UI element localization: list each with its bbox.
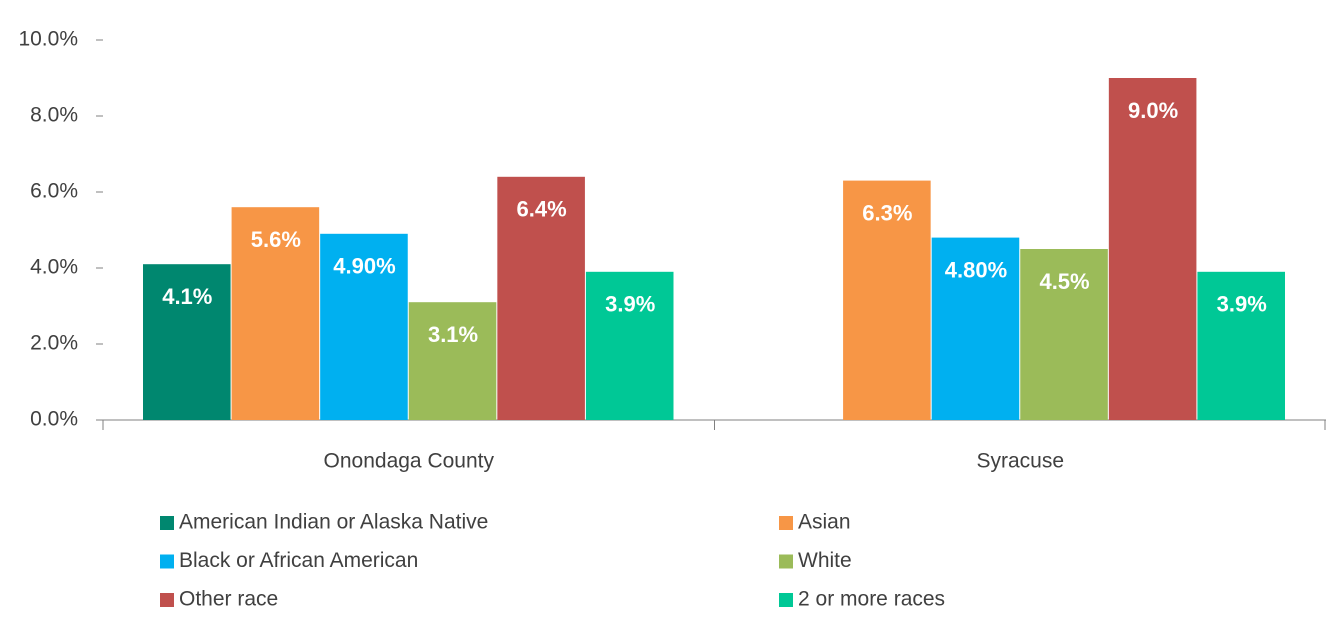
bar bbox=[931, 237, 1020, 420]
y-tick-label: 8.0% bbox=[30, 104, 78, 127]
legend-label: White bbox=[798, 549, 852, 572]
data-label: 4.80% bbox=[945, 257, 1007, 282]
x-tick-label: Onondaga County bbox=[324, 450, 495, 473]
bar bbox=[143, 264, 231, 420]
data-label: 5.6% bbox=[251, 227, 301, 252]
data-label: 6.4% bbox=[517, 197, 567, 222]
legend-label: Other race bbox=[179, 588, 278, 611]
y-tick-label: 4.0% bbox=[30, 256, 78, 279]
bar bbox=[320, 233, 408, 420]
y-tick-label: 10.0% bbox=[18, 28, 78, 51]
bar bbox=[585, 271, 674, 420]
legend-swatch bbox=[160, 554, 174, 569]
y-tick-label: 2.0% bbox=[30, 332, 78, 355]
legend-swatch bbox=[779, 554, 793, 569]
bar bbox=[843, 180, 931, 420]
data-label: 3.9% bbox=[605, 292, 655, 317]
y-tick-label: 0.0% bbox=[30, 408, 78, 431]
bar bbox=[1020, 249, 1108, 420]
bar bbox=[497, 176, 585, 420]
legend-label: 2 or more races bbox=[798, 588, 945, 611]
legend-swatch bbox=[779, 593, 793, 607]
bar bbox=[408, 302, 497, 420]
data-label: 3.1% bbox=[428, 322, 478, 347]
bar bbox=[1108, 78, 1197, 420]
legend-swatch bbox=[160, 516, 174, 530]
data-label: 4.1% bbox=[162, 284, 212, 309]
legend-swatch bbox=[160, 593, 174, 607]
legend-label: Asian bbox=[798, 511, 851, 534]
data-label: 4.5% bbox=[1039, 269, 1089, 294]
x-tick-label: Syracuse bbox=[976, 450, 1064, 473]
bar bbox=[231, 207, 320, 420]
legend-swatch bbox=[779, 516, 793, 530]
data-label: 6.3% bbox=[862, 200, 912, 225]
bar bbox=[1197, 271, 1285, 420]
legend-label: American Indian or Alaska Native bbox=[179, 511, 488, 534]
legend-label: Black or African American bbox=[179, 549, 418, 572]
y-tick-label: 6.0% bbox=[30, 180, 78, 203]
data-label: 4.90% bbox=[333, 254, 395, 279]
data-label: 3.9% bbox=[1217, 292, 1267, 317]
data-label: 9.0% bbox=[1128, 98, 1178, 123]
